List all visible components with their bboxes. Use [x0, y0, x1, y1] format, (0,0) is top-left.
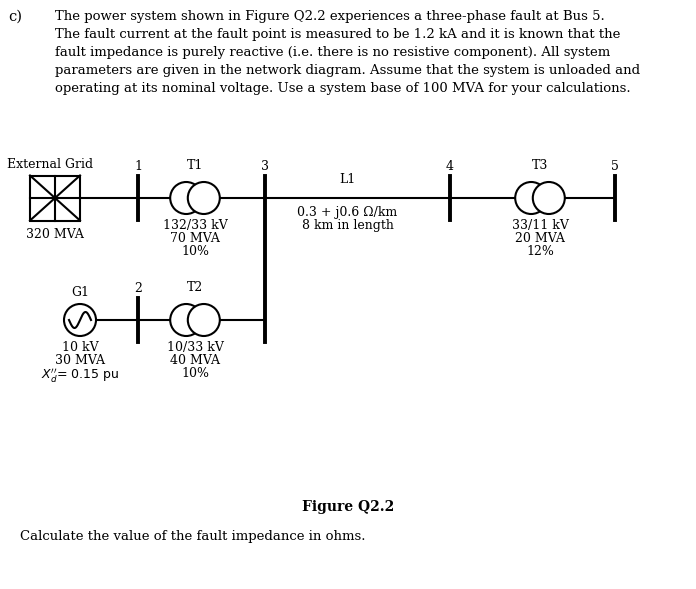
Text: 10%: 10% — [181, 245, 209, 258]
Text: 33/11 kV: 33/11 kV — [512, 219, 569, 232]
Text: 10%: 10% — [181, 367, 209, 380]
Circle shape — [188, 182, 220, 214]
Text: 4: 4 — [446, 160, 454, 173]
Text: External Grid: External Grid — [7, 157, 93, 170]
Text: 1: 1 — [134, 160, 142, 173]
Text: G1: G1 — [71, 286, 89, 299]
Circle shape — [171, 182, 203, 214]
Text: parameters are given in the network diagram. Assume that the system is unloaded : parameters are given in the network diag… — [55, 64, 640, 77]
Text: Calculate the value of the fault impedance in ohms.: Calculate the value of the fault impedan… — [20, 530, 365, 543]
Text: 2: 2 — [134, 282, 142, 295]
Text: 12%: 12% — [526, 245, 554, 258]
Text: The fault current at the fault point is measured to be 1.2 kA and it is known th: The fault current at the fault point is … — [55, 28, 620, 41]
Text: 320 MVA: 320 MVA — [26, 229, 84, 241]
Text: 10 kV: 10 kV — [62, 341, 98, 354]
Text: 8 km in length: 8 km in length — [301, 219, 393, 232]
Text: 30 MVA: 30 MVA — [55, 354, 105, 367]
Text: Figure Q2.2: Figure Q2.2 — [302, 500, 394, 514]
Text: T2: T2 — [187, 281, 203, 294]
Text: 5: 5 — [611, 160, 619, 173]
Text: The power system shown in Figure Q2.2 experiences a three-phase fault at Bus 5.: The power system shown in Figure Q2.2 ex… — [55, 10, 605, 23]
Circle shape — [64, 304, 96, 336]
Text: 10/33 kV: 10/33 kV — [166, 341, 223, 354]
Text: 40 MVA: 40 MVA — [170, 354, 220, 367]
Text: operating at its nominal voltage. Use a system base of 100 MVA for your calculat: operating at its nominal voltage. Use a … — [55, 82, 631, 95]
Circle shape — [188, 304, 220, 336]
Text: L1: L1 — [340, 173, 356, 186]
Text: 20 MVA: 20 MVA — [515, 232, 565, 245]
Text: 3: 3 — [261, 160, 269, 173]
Text: c): c) — [8, 10, 22, 24]
Circle shape — [171, 304, 203, 336]
Bar — [30, 176, 80, 220]
Text: fault impedance is purely reactive (i.e. there is no resistive component). All s: fault impedance is purely reactive (i.e.… — [55, 46, 610, 59]
Text: T1: T1 — [187, 159, 203, 172]
Text: 132/33 kV: 132/33 kV — [163, 219, 228, 232]
Text: 0.3 + j0.6 Ω/km: 0.3 + j0.6 Ω/km — [297, 206, 397, 219]
Text: 70 MVA: 70 MVA — [170, 232, 220, 245]
Circle shape — [515, 182, 547, 214]
Text: $X_d''$= 0.15 pu: $X_d''$= 0.15 pu — [41, 367, 119, 385]
Circle shape — [533, 182, 564, 214]
Text: T3: T3 — [532, 159, 548, 172]
